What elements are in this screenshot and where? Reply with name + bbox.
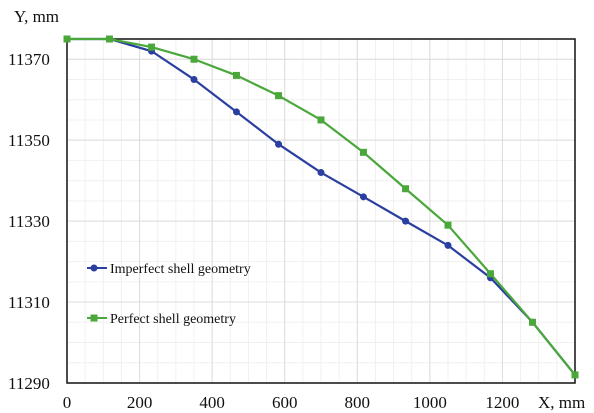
- series-2: [63, 35, 579, 379]
- y-tick-label: 11290: [8, 374, 50, 393]
- data-point: [317, 169, 325, 177]
- legend: Imperfect shell geometry Perfect shell ge…: [87, 262, 251, 327]
- x-tick-labels: 0 200 400 600 800 1000 1200: [63, 393, 520, 412]
- data-point: [190, 55, 198, 63]
- data-point: [63, 35, 71, 43]
- y-tick-label: 11310: [8, 293, 50, 312]
- x-tick-label: 1000: [413, 393, 447, 412]
- y-axis-title: Y, mm: [14, 7, 59, 26]
- data-point: [317, 116, 325, 124]
- data-point: [105, 35, 113, 43]
- data-point: [359, 148, 367, 156]
- y-tick-label: 11370: [8, 50, 50, 69]
- legend-label: Imperfect shell geometry: [110, 262, 251, 277]
- y-tick-label: 11350: [8, 131, 50, 150]
- data-point: [486, 270, 494, 278]
- legend-marker: [90, 314, 98, 322]
- x-tick-label: 200: [127, 393, 153, 412]
- y-tick-labels: 11290 11310 11330 11350 11370: [8, 50, 50, 393]
- legend-label: Perfect shell geometry: [110, 312, 236, 327]
- data-point: [275, 92, 283, 100]
- x-axis-title: X, mm: [538, 393, 585, 412]
- y-tick-label: 11330: [8, 212, 50, 231]
- x-tick-label: 600: [272, 393, 298, 412]
- data-point: [275, 140, 283, 148]
- data-point: [402, 217, 410, 225]
- series-layer: [63, 35, 579, 379]
- data-point: [571, 371, 579, 379]
- data-point: [444, 241, 452, 249]
- x-tick-label: 1200: [485, 393, 519, 412]
- grid-lines: [67, 39, 575, 383]
- x-tick-label: 0: [63, 393, 72, 412]
- data-point: [148, 43, 156, 51]
- legend-marker: [90, 264, 98, 272]
- data-point: [402, 185, 410, 193]
- legend-item: Perfect shell geometry: [87, 312, 236, 327]
- data-point: [190, 75, 198, 83]
- plot-frame: [66, 38, 576, 384]
- legend-item: Imperfect shell geometry: [87, 262, 251, 277]
- data-point: [529, 318, 537, 326]
- data-point: [444, 221, 452, 229]
- data-point: [232, 71, 240, 79]
- data-point: [232, 108, 240, 116]
- x-tick-label: 800: [345, 393, 371, 412]
- data-point: [359, 193, 367, 201]
- x-tick-label: 400: [199, 393, 225, 412]
